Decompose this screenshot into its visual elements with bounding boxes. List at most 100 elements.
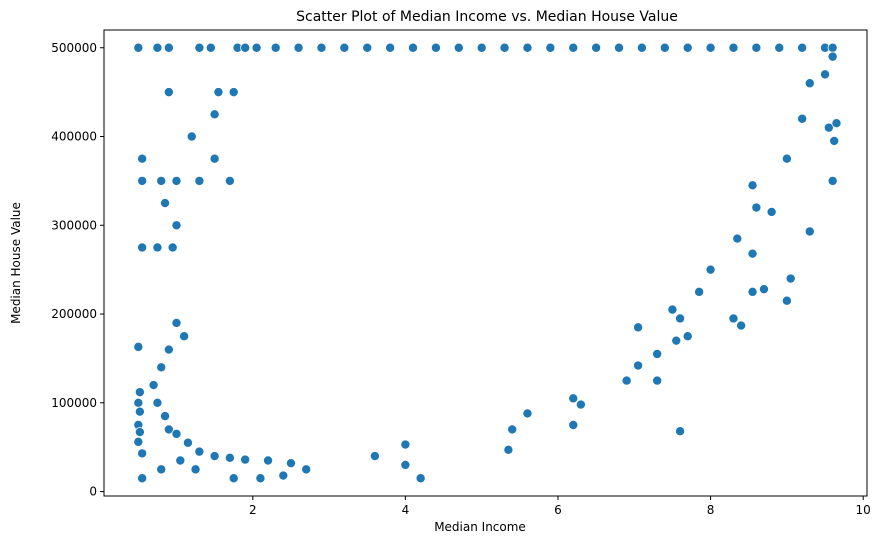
data-point (301, 464, 312, 475)
data-point (503, 444, 514, 455)
data-point (224, 175, 235, 186)
data-point (160, 411, 171, 422)
data-point (293, 42, 304, 53)
y-tick-label: 400000 (51, 130, 97, 144)
x-tick-label: 8 (707, 503, 715, 517)
data-point (171, 220, 182, 231)
data-point (385, 42, 396, 53)
data-point (137, 175, 148, 186)
data-point (152, 242, 163, 253)
data-point (134, 427, 145, 438)
data-point (190, 464, 201, 475)
data-point (163, 42, 174, 53)
data-point (228, 87, 239, 98)
x-tick-label: 4 (402, 503, 410, 517)
data-point (133, 397, 144, 408)
x-tick-label: 10 (856, 503, 871, 517)
data-point (148, 380, 159, 391)
data-point (781, 153, 792, 164)
data-point (134, 387, 145, 398)
data-point (667, 304, 678, 315)
data-point (171, 428, 182, 439)
data-point (705, 264, 716, 275)
data-point (736, 320, 747, 331)
data-point (182, 437, 193, 448)
chart-title: Scatter Plot of Median Income vs. Median… (296, 9, 678, 25)
data-point (270, 42, 281, 53)
data-point (408, 42, 419, 53)
data-point (137, 242, 148, 253)
data-point (575, 399, 586, 410)
data-point (400, 439, 411, 450)
x-axis-label: Median Income (434, 520, 526, 534)
plot-frame (103, 29, 868, 497)
data-point (636, 42, 647, 53)
data-point (255, 473, 266, 484)
y-tick-label: 200000 (51, 307, 97, 321)
data-point (156, 175, 167, 186)
x-tick-label: 2 (249, 503, 257, 517)
data-point (652, 348, 663, 359)
data-point (747, 248, 758, 259)
data-point (732, 233, 743, 244)
y-tick-label: 100000 (51, 396, 97, 410)
data-point (804, 226, 815, 237)
data-point (251, 42, 262, 53)
data-point (400, 459, 411, 470)
data-point (167, 242, 178, 253)
data-point (240, 454, 251, 465)
data-point (829, 135, 840, 146)
data-point (137, 473, 148, 484)
data-point (804, 78, 815, 89)
points-layer (133, 42, 842, 484)
data-point (209, 153, 220, 164)
data-point (614, 42, 625, 53)
data-point (591, 42, 602, 53)
data-point (827, 175, 838, 186)
data-point (160, 198, 171, 209)
data-point (522, 408, 533, 419)
data-point (682, 42, 693, 53)
data-point (285, 458, 296, 469)
data-point (194, 42, 205, 53)
data-point (633, 360, 644, 371)
data-point (728, 313, 739, 324)
data-point (831, 118, 842, 129)
data-point (682, 331, 693, 342)
data-point (175, 455, 186, 466)
data-point (194, 175, 205, 186)
data-point (316, 42, 327, 53)
data-point (209, 109, 220, 120)
data-point (134, 406, 145, 417)
y-axis-label: Median House Value (9, 202, 23, 324)
data-point (156, 464, 167, 475)
data-point (430, 42, 441, 53)
data-point (186, 131, 197, 142)
data-point (205, 42, 216, 53)
y-axis: 0 100000 200000 300000 400000 500000 (51, 41, 104, 499)
data-point (694, 286, 705, 297)
data-point (675, 426, 686, 437)
data-point (797, 42, 808, 53)
data-point (213, 87, 224, 98)
data-point (747, 180, 758, 191)
data-point (263, 455, 274, 466)
data-point (194, 446, 205, 457)
data-point (137, 448, 148, 459)
data-point (339, 42, 350, 53)
data-point (820, 69, 831, 80)
data-point (774, 42, 785, 53)
data-point (675, 313, 686, 324)
data-point (827, 51, 838, 62)
data-point (240, 42, 251, 53)
data-point (476, 42, 487, 53)
data-point (415, 473, 426, 484)
data-point (152, 42, 163, 53)
data-point (652, 375, 663, 386)
data-point (278, 470, 289, 481)
data-point (362, 42, 373, 53)
data-point (163, 344, 174, 355)
data-point (522, 42, 533, 53)
data-point (179, 331, 190, 342)
